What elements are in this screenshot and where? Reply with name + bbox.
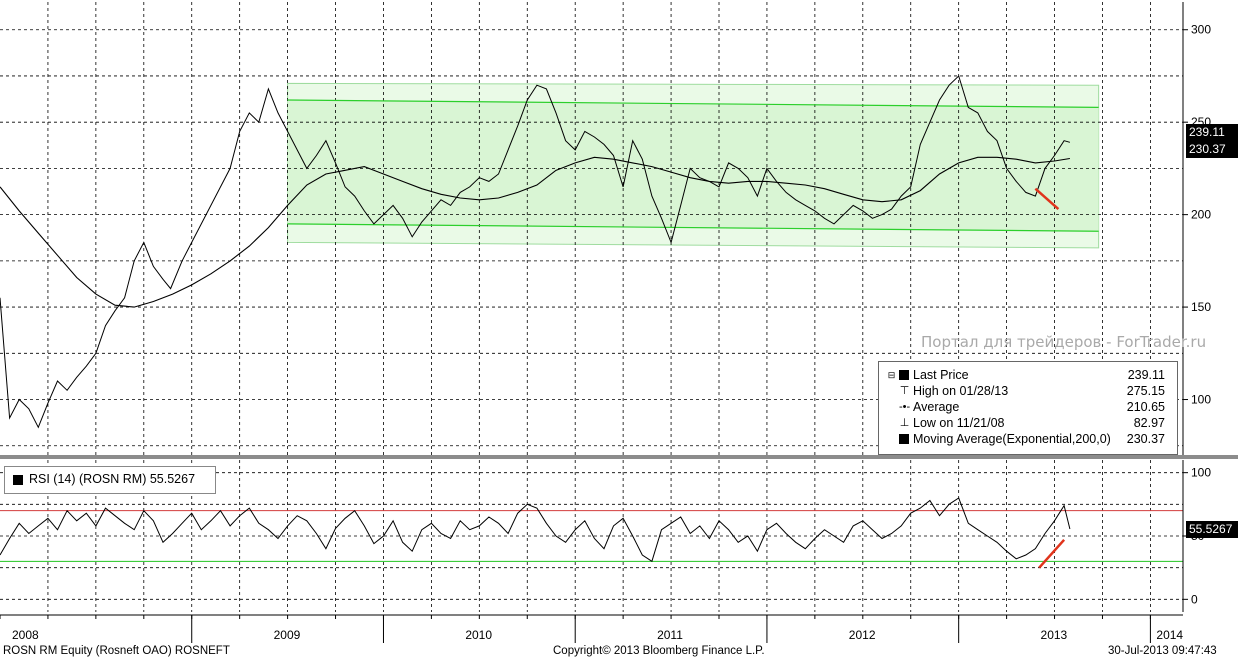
low-marker-icon: ⊥ (899, 417, 910, 429)
price-y-tick-label: 150 (1191, 300, 1211, 314)
channel-inner-band (287, 99, 1099, 232)
legend-label: Moving Average(Exponential,200,0) (913, 432, 1111, 446)
price-legend: ⊟ Last Price 239.11 ⊤ High on 01/28/13 2… (878, 361, 1178, 455)
x-tick-label: 2010 (465, 628, 492, 642)
high-marker-icon: ⊤ (899, 385, 910, 397)
legend-square-icon (899, 434, 909, 444)
legend-label: Low on 11/21/08 (913, 416, 1005, 430)
legend-value: 239.11 (1127, 368, 1165, 382)
x-tick-label: 2013 (1041, 628, 1068, 642)
price-y-tick-label: 100 (1191, 393, 1211, 407)
moving-average-line (0, 156, 1070, 308)
rsi-line (0, 497, 1071, 563)
price-y-tick-label: 300 (1191, 23, 1211, 37)
legend-value: 230.37 (1126, 432, 1165, 446)
legend-row-moving-average: Moving Average(Exponential,200,0) 230.37 (879, 432, 1177, 448)
last-price-tag: 239.11 (1186, 124, 1238, 141)
legend-row-high: ⊤ High on 01/28/13 275.15 (879, 384, 1177, 400)
rsi-legend: RSI (14) (ROSN RM) 55.5267 (4, 466, 216, 494)
panel-separator (0, 455, 1238, 459)
legend-value: 82.97 (1133, 416, 1165, 430)
average-marker-icon: -•- (899, 401, 911, 413)
x-tick-label: 2009 (274, 628, 301, 642)
last-price-line (0, 75, 1071, 429)
x-axis: 2008 2009 2010 2011 2012 2013 2014 (0, 614, 1183, 643)
price-divergence-line (1034, 187, 1060, 211)
footer-copyright: Copyright© 2013 Bloomberg Finance L.P. (553, 645, 765, 657)
price-y-tick-label: 200 (1191, 208, 1211, 222)
legend-label: Last Price (913, 368, 969, 382)
rsi-y-tick-label: 100 (1191, 466, 1211, 480)
moving-average-tag: 230.37 (1186, 141, 1238, 158)
rsi-panel: 050100 (0, 460, 1211, 612)
footer-timestamp: 30-Jul-2013 09:47:43 (1108, 645, 1217, 657)
legend-row-last-price: ⊟ Last Price 239.11 (879, 368, 1177, 384)
legend-collapse-icon[interactable]: ⊟ (887, 370, 896, 380)
legend-square-icon (13, 475, 23, 485)
channel-line (287, 223, 1099, 232)
rsi-title: RSI (14) (ROSN RM) 55.5267 (29, 472, 196, 486)
footer-security: ROSN RM Equity (Rosneft OAO) ROSNEFT (3, 645, 230, 657)
legend-label: High on 01/28/13 (913, 384, 1009, 398)
rsi-divergence-line (1038, 538, 1066, 569)
legend-square-icon (899, 370, 909, 380)
legend-value: 275.15 (1126, 384, 1165, 398)
watermark-text: Портал для трейдеров - ForTrader.ru (921, 333, 1207, 351)
channel-line (287, 99, 1099, 108)
x-tick-label: 2008 (12, 628, 39, 642)
x-tick-label: 2012 (849, 628, 876, 642)
x-tick-label: 2014 (1156, 628, 1183, 642)
rsi-value-tag: 55.5267 (1186, 521, 1238, 538)
legend-row-low: ⊥ Low on 11/21/08 82.97 (879, 416, 1177, 432)
legend-label: Average (913, 400, 960, 414)
rsi-y-tick-label: 0 (1191, 592, 1198, 606)
legend-value: 210.65 (1126, 400, 1165, 414)
legend-row-average: -•- Average 210.65 (879, 400, 1177, 416)
x-tick-label: 2011 (657, 628, 683, 642)
